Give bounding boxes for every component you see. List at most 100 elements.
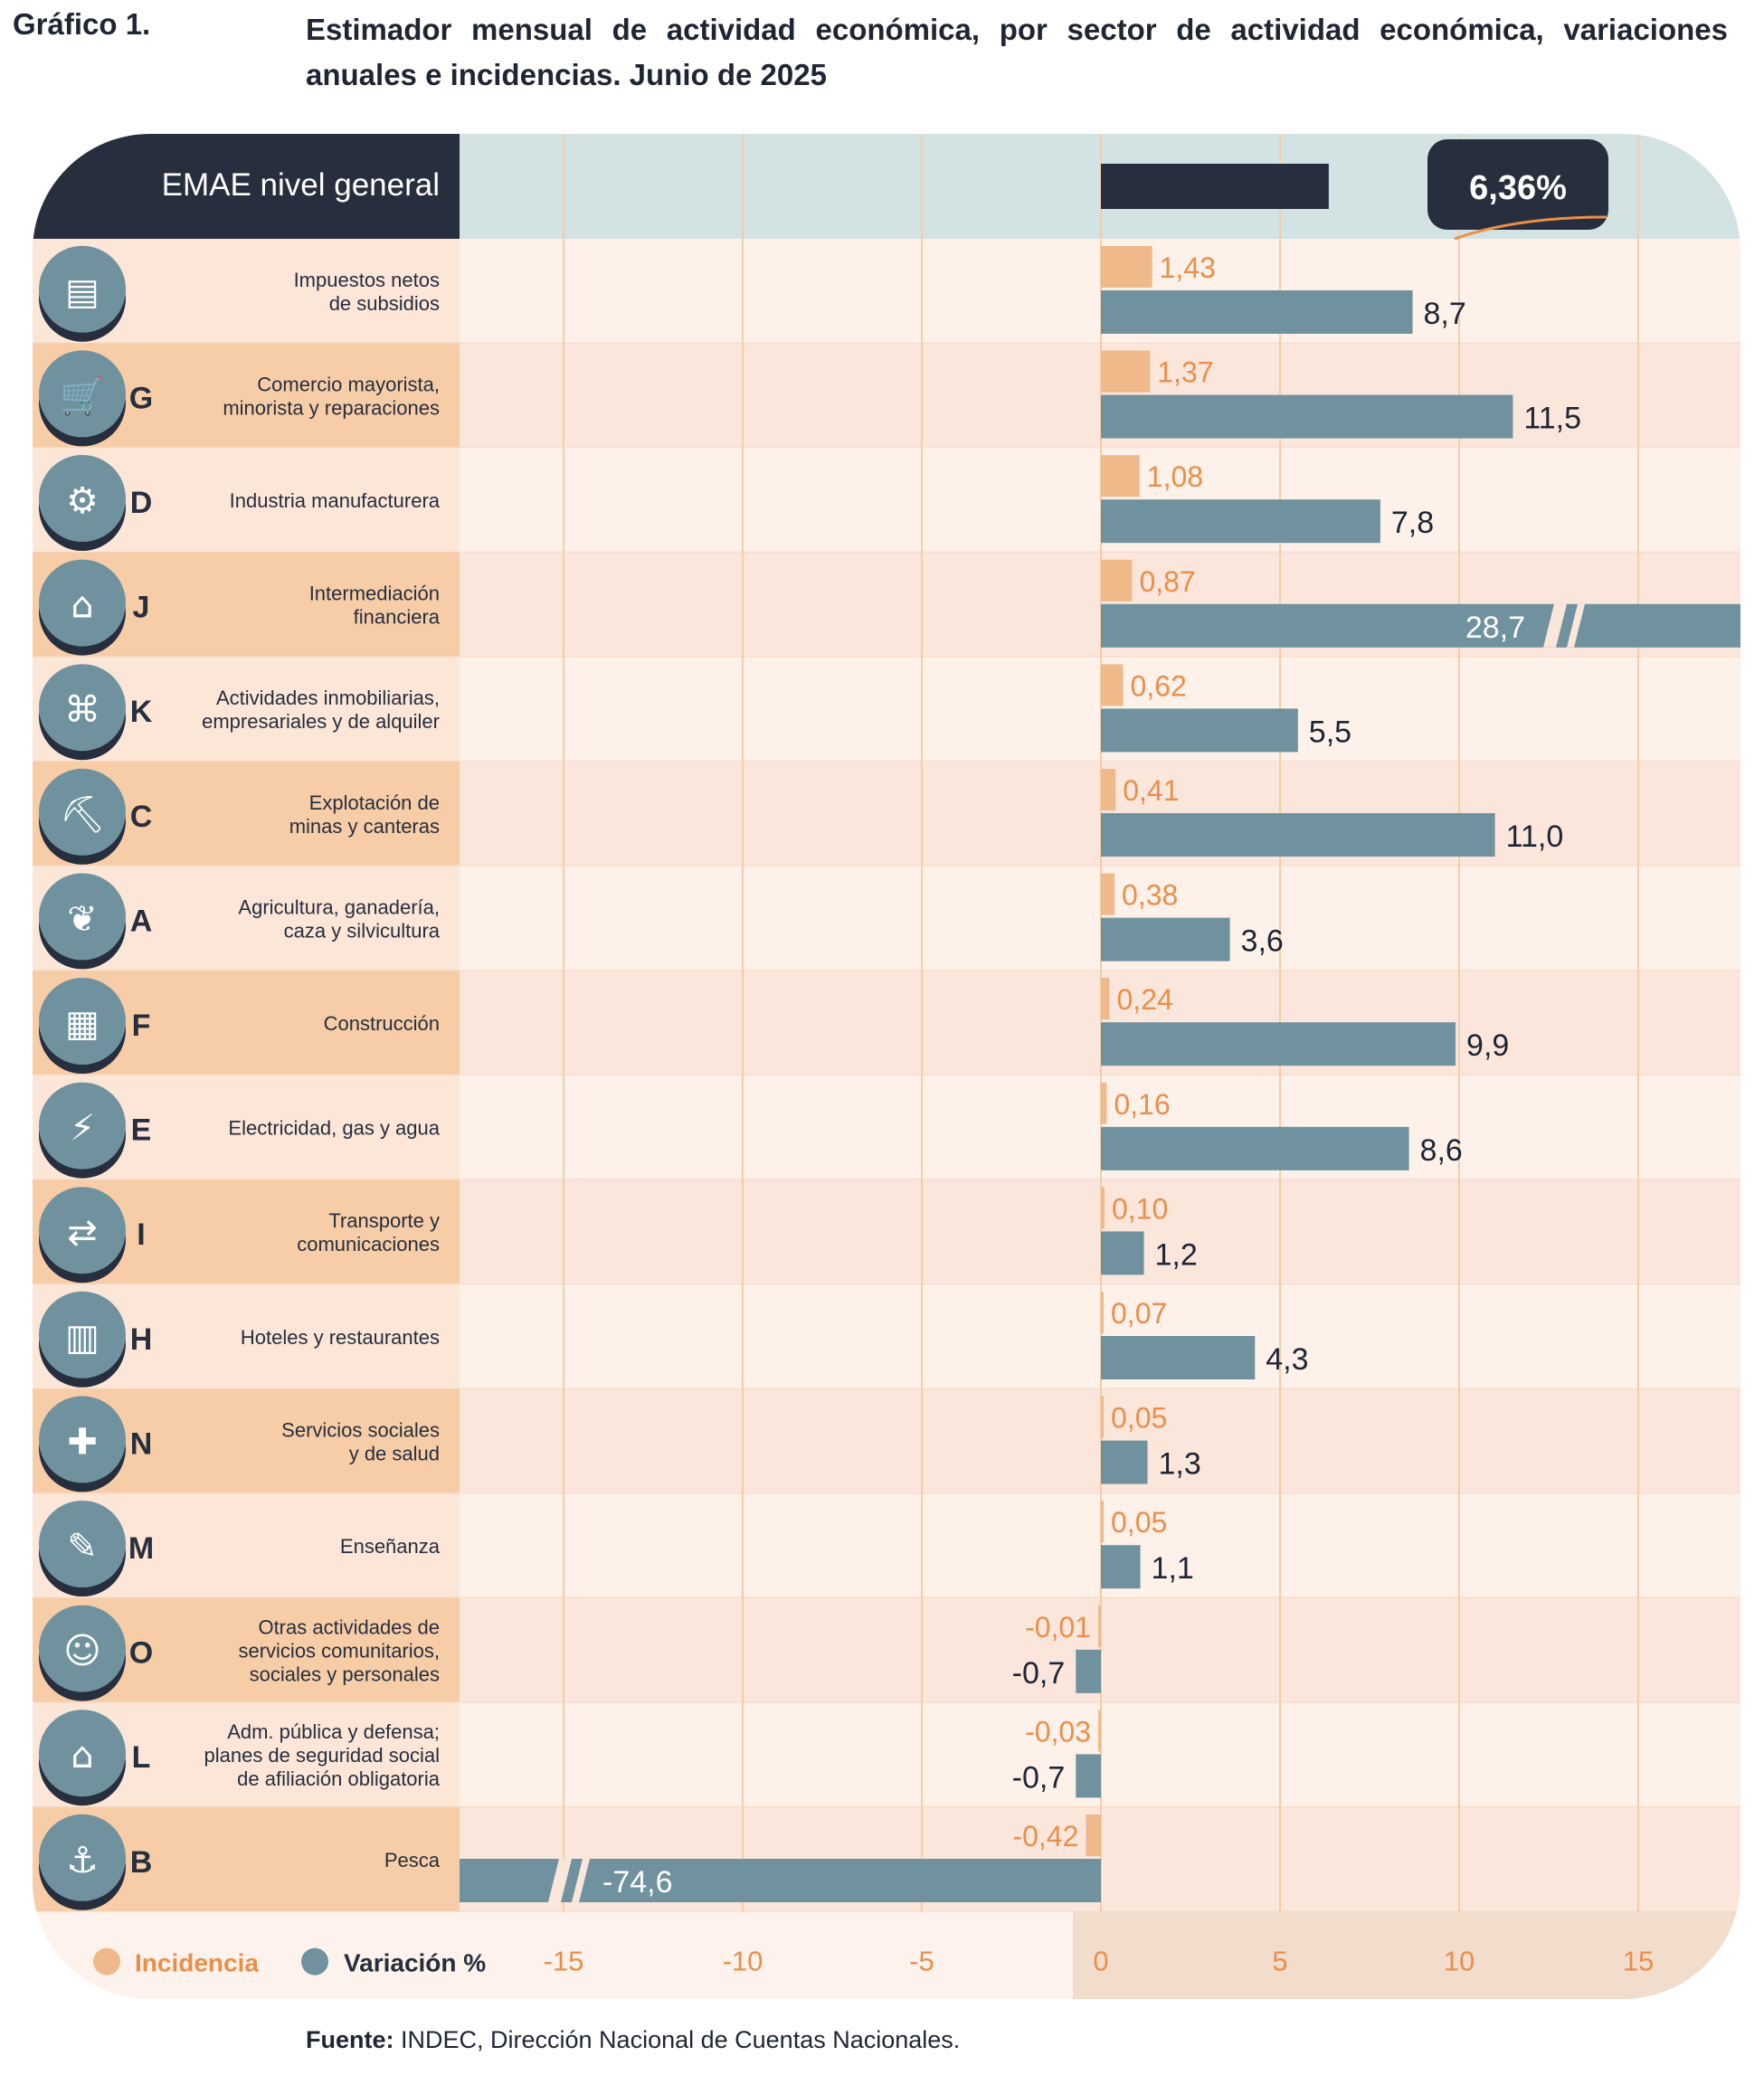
sector-name: Actividades inmobiliarias, [216, 687, 440, 709]
fishing-icon-glyph: ⚓ [66, 1840, 99, 1881]
education-icon-glyph: ✎ [67, 1526, 98, 1568]
incidence-label: 0,05 [1111, 1506, 1167, 1539]
taxes-icon-glyph: ▤ [65, 271, 100, 313]
congress-icon-glyph: ⌂ [71, 1735, 93, 1777]
incidence-bar [1101, 1396, 1104, 1438]
incidence-bar [1101, 1187, 1105, 1229]
variation-bar [1076, 1649, 1101, 1693]
axis-break [1567, 603, 1585, 648]
bank-icon-glyph: ⌂ [71, 585, 93, 627]
sector-name: Enseñanza [340, 1535, 441, 1558]
sector-name: minorista y reparaciones [223, 396, 440, 419]
incidence-bar [1101, 1082, 1107, 1124]
education-icon-fill [39, 1501, 126, 1587]
chart-canvas: -15 -10 -5 0 5 10 15 EMAE nivel general 6,36% ▤ Im… [33, 134, 1740, 1999]
legend-variation-swatch [301, 1947, 328, 1976]
variation-label: 7,8 [1391, 506, 1434, 540]
incidence-label: -0,01 [1025, 1611, 1091, 1644]
fishing-icon-fill [39, 1814, 126, 1901]
sector-name: comunicaciones [297, 1233, 440, 1255]
sector-name: Explotación de [309, 791, 440, 814]
x-tick-label: -10 [723, 1946, 763, 1977]
shopping-cart-icon-glyph: 🛒 [60, 374, 105, 417]
oil-pump-icon-glyph: ⛏ [60, 794, 106, 836]
sector-name: Comercio mayorista, [257, 373, 440, 395]
variation-bar [1101, 1126, 1409, 1170]
variation-bar [1101, 1231, 1144, 1275]
x-tick-label: 0 [1093, 1946, 1108, 1977]
variation-bar [1101, 499, 1380, 544]
variation-label: 1,1 [1152, 1551, 1194, 1586]
sector-code: G [129, 381, 153, 415]
incidence-bar [1101, 664, 1124, 706]
sector-code: C [130, 800, 153, 834]
general-value: 6,36% [1469, 169, 1567, 207]
gears-icon-glyph: ⚙ [66, 480, 99, 522]
sector-code: N [130, 1426, 153, 1461]
axis-break [1543, 603, 1567, 648]
general-underline [1454, 215, 1608, 241]
community-masks-icon-glyph: ☺ [63, 1631, 101, 1672]
incidence-bar [1101, 873, 1115, 915]
shopping-cart-icon-fill [39, 350, 126, 438]
incidence-label: 0,07 [1111, 1297, 1167, 1330]
sector-name: Impuestos netos [294, 269, 440, 291]
sector-code: K [130, 695, 153, 729]
incidence-bar [1101, 455, 1140, 497]
variation-bar [1101, 1336, 1256, 1379]
health-kit-icon-fill [39, 1396, 126, 1483]
incidence-bar [1101, 559, 1133, 602]
legend-incidence-label: Incidencia [135, 1949, 259, 1977]
incidence-label: 0,38 [1122, 879, 1178, 912]
incidence-bar [1101, 246, 1152, 288]
source-label: Fuente: [306, 2026, 394, 2053]
general-label: EMAE nivel general [162, 167, 440, 203]
source-note: Fuente: INDEC, Dirección Nacional de Cue… [306, 2026, 960, 2054]
variation-label: 28,7 [1465, 611, 1525, 645]
real-estate-icon-fill [39, 664, 126, 752]
congress-icon-fill [39, 1710, 126, 1797]
variation-bar [1101, 603, 1740, 648]
sector-name: Industria manufacturera [230, 489, 441, 512]
incidence-label: 0,05 [1111, 1402, 1167, 1435]
variation-label: 1,2 [1155, 1237, 1198, 1272]
incidence-label: 0,16 [1114, 1088, 1170, 1121]
sector-name: de afiliación obligatoria [237, 1767, 441, 1790]
sector-code: L [132, 1740, 151, 1775]
x-tick-label: -15 [544, 1946, 584, 1977]
power-tower-icon-glyph: ⚡ [70, 1108, 95, 1150]
variation-bar [1101, 1022, 1456, 1066]
axis-break [548, 1859, 572, 1902]
incidence-bar [1101, 1501, 1104, 1543]
community-masks-icon-fill [39, 1605, 126, 1692]
sector-name: empresariales y de alquiler [202, 710, 440, 733]
variation-bar [1076, 1754, 1101, 1798]
general-value-badge [1427, 139, 1608, 230]
sector-name: Otras actividades de [258, 1616, 440, 1639]
variation-label: 8,6 [1420, 1133, 1463, 1168]
incidence-label: 0,41 [1123, 774, 1179, 807]
health-kit-icon-glyph: ✚ [67, 1421, 98, 1463]
construction-truck-icon-fill [39, 978, 126, 1065]
transport-icon-fill [39, 1187, 126, 1274]
oil-pump-icon-fill [39, 768, 126, 856]
sector-code: O [129, 1636, 153, 1671]
transport-icon-glyph: ⇄ [67, 1212, 98, 1254]
sector-code: I [137, 1218, 145, 1252]
sector-code: B [130, 1845, 153, 1880]
agriculture-icon-glyph: ❦ [67, 898, 98, 940]
sector-name: y de salud [349, 1442, 440, 1464]
x-tick-label: -5 [909, 1946, 934, 1977]
sector-name: planes de seguridad social [204, 1744, 440, 1767]
variation-label: -0,7 [1012, 1760, 1066, 1795]
variation-bar [1101, 1545, 1141, 1589]
gears-icon-fill [39, 455, 126, 542]
sector-name: minas y canteras [289, 815, 440, 838]
chart-title: Estimador mensual de actividad económica… [306, 13, 1728, 91]
chart-frame: -15 -10 -5 0 5 10 15 EMAE nivel general 6,36% ▤ Im… [33, 134, 1740, 1999]
incidence-label: -0,03 [1025, 1715, 1091, 1748]
variation-bar [1101, 813, 1495, 857]
variation-bar [1101, 290, 1413, 334]
sector-name: sociales y personales [250, 1663, 440, 1686]
sector-name: Agricultura, ganadería, [238, 895, 440, 918]
